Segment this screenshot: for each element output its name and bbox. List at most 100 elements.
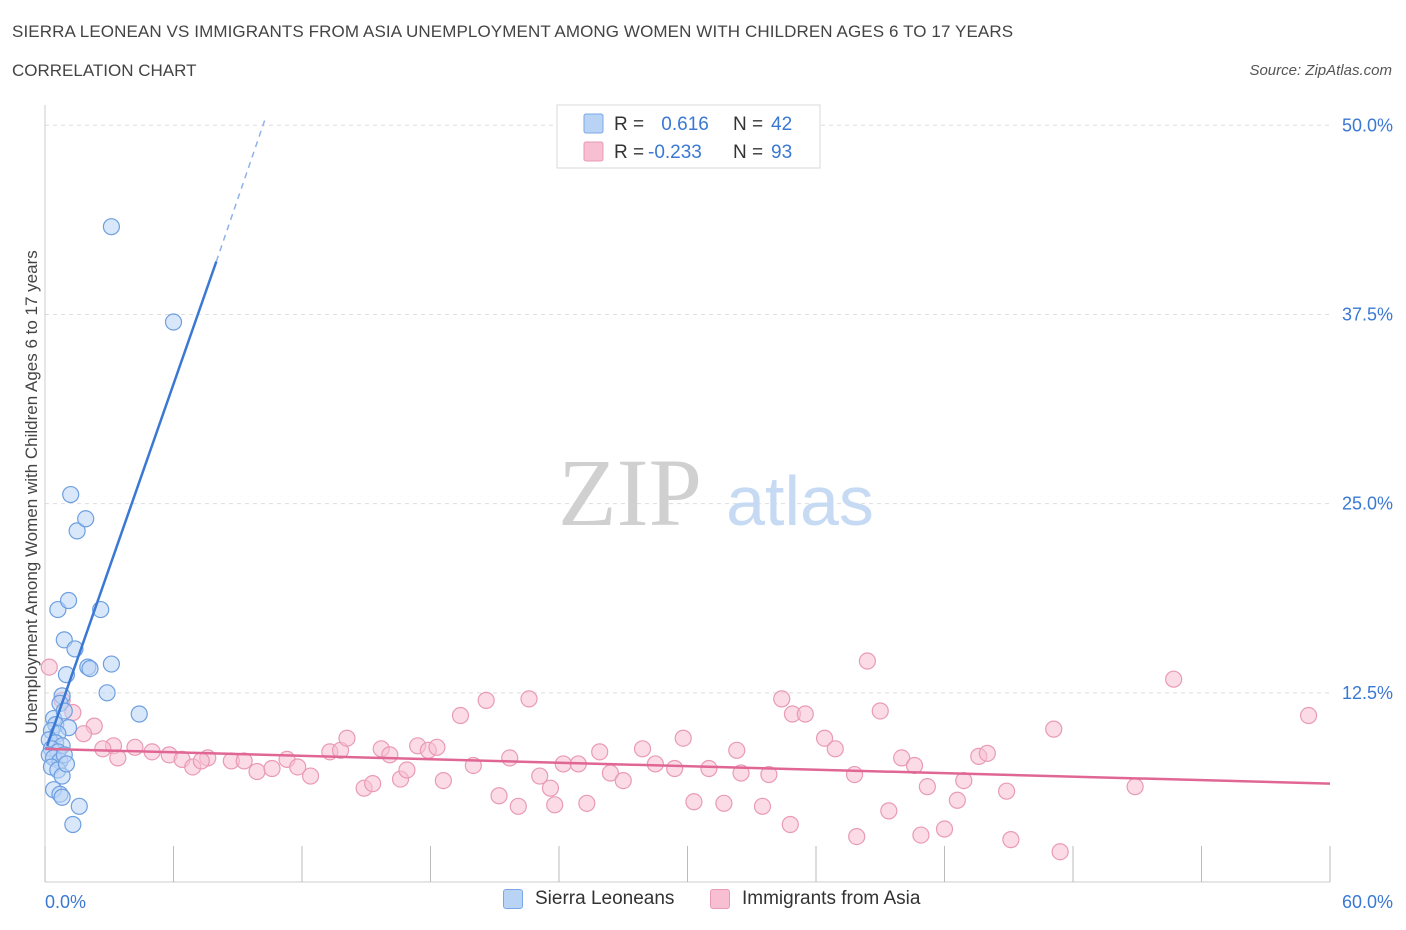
- point-sierra-leoneans: [64, 815, 82, 834]
- point-immigrants-from-asia: [871, 702, 889, 720]
- legend-swatch-blue: [583, 113, 604, 134]
- trend-line-sierra-leoneans: [45, 261, 218, 747]
- point-immigrants-from-asia: [760, 765, 778, 784]
- point-immigrants-from-asia: [40, 658, 58, 676]
- legend-swatch-sierra-leoneans: [503, 889, 523, 909]
- legend-n-value-2: 93: [771, 142, 792, 163]
- legend-r-value-1: 0.616: [656, 114, 709, 135]
- point-immigrants-from-asia: [289, 758, 307, 776]
- point-immigrants-from-asia: [700, 759, 718, 778]
- y-tick-label: 37.5%: [1342, 304, 1393, 324]
- point-immigrants-from-asia: [633, 740, 652, 758]
- point-immigrants-from-asia: [1002, 831, 1020, 849]
- point-immigrants-from-asia: [998, 782, 1016, 800]
- legend-n-label-2: N =: [733, 142, 763, 163]
- point-sierra-leoneans: [130, 705, 148, 723]
- point-sierra-leoneans: [53, 788, 71, 806]
- point-immigrants-from-asia: [880, 802, 898, 820]
- point-sierra-leoneans: [59, 591, 78, 610]
- point-immigrants-from-asia: [674, 729, 692, 747]
- point-immigrants-from-asia: [263, 759, 281, 778]
- point-immigrants-from-asia: [520, 690, 538, 708]
- point-immigrants-from-asia: [301, 767, 320, 785]
- y-tick-label: 12.5%: [1342, 683, 1393, 703]
- legend-item-immigrants-from-asia: Immigrants from Asia: [710, 888, 920, 910]
- point-immigrants-from-asia: [578, 794, 596, 812]
- point-immigrants-from-asia: [781, 815, 799, 834]
- point-immigrants-from-asia: [845, 765, 864, 784]
- point-immigrants-from-asia: [541, 779, 560, 797]
- point-immigrants-from-asia: [338, 729, 356, 747]
- point-immigrants-from-asia: [109, 749, 127, 767]
- axes: [44, 105, 1331, 883]
- legend-r-label-1: R =: [614, 114, 644, 135]
- point-immigrants-from-asia: [477, 691, 495, 709]
- point-immigrants-from-asia: [381, 746, 399, 764]
- point-immigrants-from-asia: [451, 706, 470, 725]
- point-immigrants-from-asia: [858, 652, 877, 670]
- trend-line-immigrants-from-asia: [44, 747, 1331, 785]
- point-sierra-leoneans: [102, 218, 120, 236]
- trend-line-sierra-leoneans-extension: [215, 117, 267, 262]
- point-immigrants-from-asia: [935, 820, 954, 838]
- point-immigrants-from-asia: [753, 797, 772, 815]
- legend-r-value-2: -0.233: [648, 142, 702, 163]
- legend-n-label-1: N =: [733, 114, 763, 135]
- chart-subtitle: CORRELATION CHART: [12, 61, 197, 80]
- point-immigrants-from-asia: [912, 826, 930, 844]
- legend-swatch-pink: [583, 141, 604, 162]
- point-immigrants-from-asia: [364, 775, 382, 793]
- legend-label-immigrants-from-asia: Immigrants from Asia: [742, 888, 921, 909]
- point-sierra-leoneans: [102, 655, 120, 673]
- point-immigrants-from-asia: [94, 740, 112, 758]
- point-sierra-leoneans: [57, 755, 76, 773]
- point-sierra-leoneans: [164, 313, 183, 331]
- point-immigrants-from-asia: [434, 771, 452, 790]
- point-sierra-leoneans: [81, 660, 99, 678]
- point-immigrants-from-asia: [1165, 670, 1183, 688]
- point-immigrants-from-asia: [192, 752, 210, 770]
- point-sierra-leoneans: [77, 510, 95, 528]
- point-immigrants-from-asia: [428, 738, 446, 756]
- legend-r-label-2: R =: [614, 142, 644, 163]
- legend-n-value-1: 42: [771, 114, 792, 135]
- point-immigrants-from-asia: [815, 729, 834, 747]
- legend-item-sierra-leoneans: Sierra Leoneans: [503, 888, 674, 910]
- watermark: ZIP atlas: [558, 439, 874, 546]
- y-axis-label: Unemployment Among Women with Children A…: [22, 250, 41, 734]
- point-immigrants-from-asia: [666, 759, 684, 778]
- point-immigrants-from-asia: [1126, 778, 1144, 796]
- point-sierra-leoneans: [98, 684, 116, 702]
- point-immigrants-from-asia: [398, 761, 416, 779]
- source-credit: Source: ZipAtlas.com: [1249, 62, 1392, 79]
- point-sierra-leoneans: [62, 485, 80, 504]
- point-immigrants-from-asia: [893, 749, 911, 767]
- point-immigrants-from-asia: [490, 787, 508, 805]
- point-immigrants-from-asia: [685, 793, 703, 811]
- point-immigrants-from-asia: [126, 738, 144, 756]
- grid-lines: [45, 124, 1330, 694]
- point-immigrants-from-asia: [1299, 706, 1318, 725]
- chart-title: SIERRA LEONEAN VS IMMIGRANTS FROM ASIA U…: [12, 22, 1014, 41]
- point-immigrants-from-asia: [773, 690, 791, 708]
- point-immigrants-from-asia: [848, 827, 866, 846]
- point-immigrants-from-asia: [501, 749, 519, 767]
- point-immigrants-from-asia: [918, 778, 936, 796]
- x-tick-label: 60.0%: [1342, 892, 1393, 912]
- point-sierra-leoneans: [68, 522, 86, 540]
- point-immigrants-from-asia: [248, 762, 266, 781]
- tick-labels: 12.5% 25.0% 37.5% 50.0% 0.0% 60.0%: [45, 115, 1393, 912]
- point-immigrants-from-asia: [74, 725, 93, 743]
- point-immigrants-from-asia: [796, 705, 814, 723]
- point-immigrants-from-asia: [948, 791, 966, 809]
- y-tick-label: 25.0%: [1342, 494, 1393, 514]
- point-immigrants-from-asia: [531, 767, 549, 785]
- y-tick-label: 50.0%: [1342, 115, 1393, 135]
- point-immigrants-from-asia: [826, 740, 844, 758]
- point-immigrants-from-asia: [1051, 843, 1069, 861]
- legend-swatch-immigrants-from-asia: [710, 889, 730, 909]
- legend-label-sierra-leoneans: Sierra Leoneans: [535, 888, 675, 909]
- point-immigrants-from-asia: [728, 741, 746, 759]
- point-immigrants-from-asia: [715, 794, 733, 812]
